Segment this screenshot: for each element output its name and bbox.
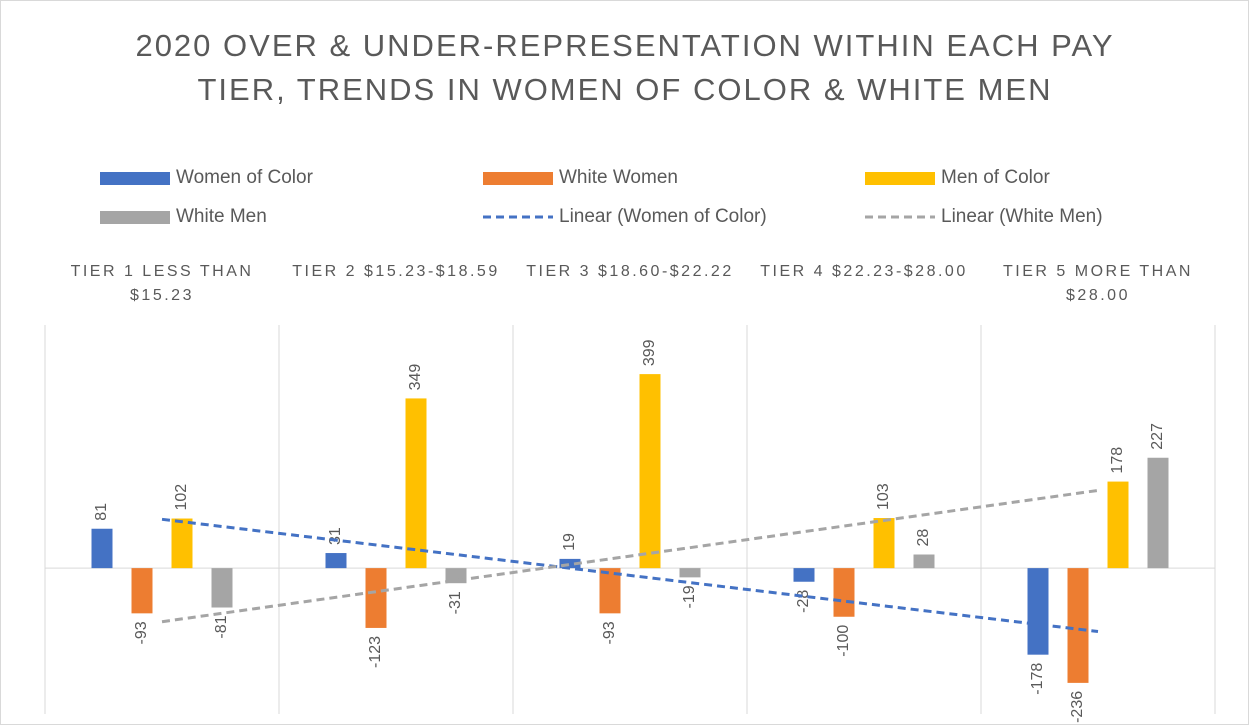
bar — [405, 398, 427, 569]
bar — [1027, 568, 1049, 655]
legend-label: White Men — [176, 206, 267, 227]
data-label: -236 — [1069, 691, 1086, 723]
bar — [325, 553, 347, 569]
data-label: -123 — [367, 636, 384, 668]
legend-swatch — [100, 172, 170, 185]
data-label: -31 — [447, 591, 464, 614]
data-label: 19 — [561, 533, 578, 551]
legend-label: White Women — [559, 167, 678, 188]
legend-label: Men of Color — [941, 167, 1050, 188]
bar — [131, 568, 153, 614]
bar — [1147, 457, 1169, 569]
data-label: 349 — [407, 364, 424, 391]
bar — [559, 558, 581, 569]
data-label: -28 — [795, 590, 812, 613]
data-label: 31 — [327, 527, 344, 545]
bar — [91, 528, 113, 569]
category-label: TIER 2 $15.23-$18.59 — [292, 263, 500, 280]
bar — [639, 374, 661, 569]
bar — [833, 568, 855, 617]
chart-title: 2020 OVER & UNDER-REPRESENTATION WITHIN … — [135, 28, 1115, 107]
bar — [599, 568, 621, 614]
data-label: 399 — [641, 339, 658, 366]
legend-label: Women of Color — [176, 167, 314, 188]
data-label: 28 — [915, 529, 932, 547]
data-label: -93 — [133, 621, 150, 644]
bar — [793, 568, 815, 582]
data-label: 178 — [1109, 447, 1126, 474]
data-label: -178 — [1029, 663, 1046, 695]
bar — [1067, 568, 1089, 683]
category-label: TIER 5 MORE THAN $28.00 — [1003, 263, 1193, 304]
data-label: -93 — [601, 621, 618, 644]
category-label: TIER 4 $22.23-$28.00 — [760, 263, 968, 280]
data-label: 81 — [93, 503, 110, 521]
category-label: TIER 1 LESS THAN $15.23 — [70, 263, 254, 304]
bar — [873, 518, 895, 569]
bar — [679, 568, 701, 578]
category-label: TIER 3 $18.60-$22.22 — [526, 263, 734, 280]
legend-label: Linear (Women of Color) — [559, 206, 767, 227]
legend-swatch — [865, 172, 935, 185]
legend-label: Linear (White Men) — [941, 206, 1103, 227]
data-label: 227 — [1149, 423, 1166, 450]
trendline — [161, 488, 1099, 624]
data-label: 103 — [875, 483, 892, 510]
bar — [171, 518, 193, 569]
trendline — [161, 517, 1099, 634]
data-label: -19 — [681, 585, 698, 608]
legend-swatch — [483, 172, 553, 185]
data-label: -81 — [213, 615, 230, 638]
bar — [211, 568, 233, 608]
bar — [913, 554, 935, 569]
legend-swatch — [100, 211, 170, 224]
data-label: -100 — [835, 625, 852, 657]
bar — [365, 568, 387, 628]
data-label: 102 — [173, 484, 190, 511]
bar — [1107, 481, 1129, 569]
